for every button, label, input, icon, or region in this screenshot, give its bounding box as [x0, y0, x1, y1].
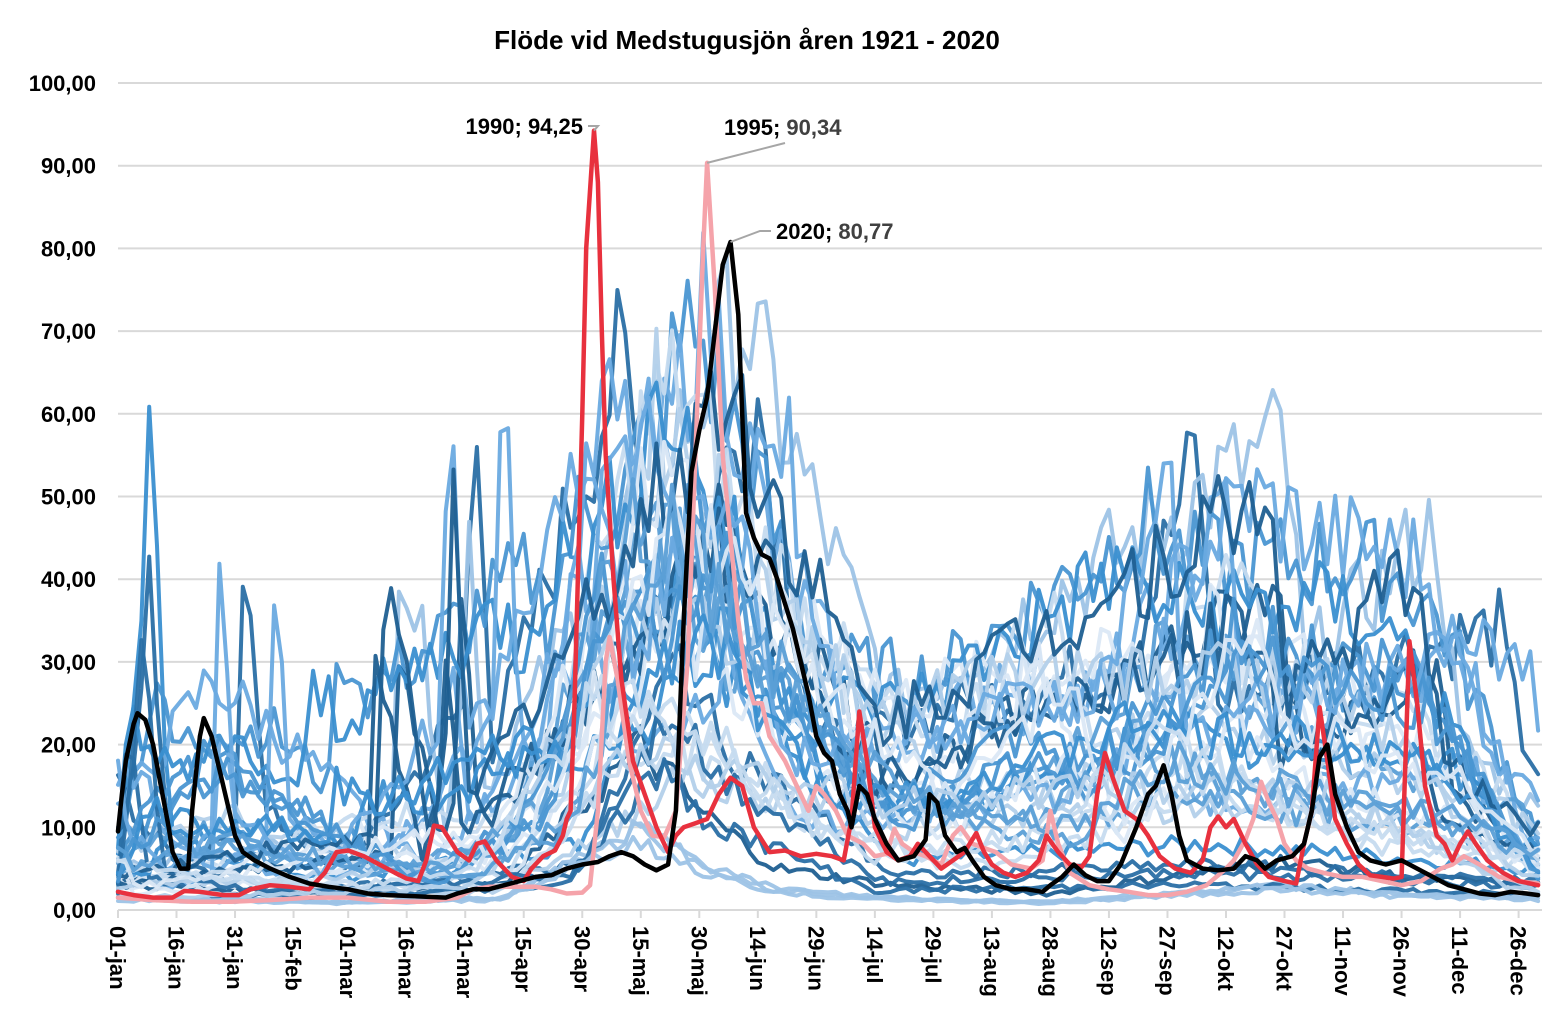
annotation-2020: 2020; 80,77 [776, 219, 893, 244]
x-axis [117, 909, 1542, 918]
y-tick-label: 50,00 [41, 485, 96, 510]
x-tick-label: 15-feb [281, 926, 306, 991]
peak-annotations: 1990; 94,25 1995; 90,34 2020; 80,77 [466, 114, 894, 244]
x-tick-label: 27-sep [1155, 926, 1180, 996]
x-tick-label: 30-maj [686, 926, 711, 996]
x-tick-label: 28-aug [1037, 926, 1062, 997]
y-tick-label: 0,00 [53, 898, 96, 923]
background-series-group [116, 230, 1541, 907]
x-tick-label: 14-jul [862, 926, 887, 983]
x-axis-tick-labels: 01-jan 16-jan 31-jan 15-feb 01-mar 16-mar 31-m… [105, 926, 1531, 999]
x-tick-label: 31-jan [222, 926, 247, 990]
annotation-1990: 1990; 94,25 [466, 114, 583, 139]
annotation-1995: 1995; 90,34 [724, 115, 842, 140]
annotation-value: 90,34 [786, 115, 842, 140]
y-tick-label: 80,00 [41, 236, 96, 261]
x-tick-label: 30-apr [569, 926, 594, 992]
background-series-line [116, 673, 1541, 890]
y-tick-label: 100,00 [29, 71, 96, 96]
x-tick-label: 16-mar [394, 926, 419, 999]
background-series-line [116, 482, 1541, 879]
background-series-line [116, 524, 1541, 886]
x-tick-label: 01-mar [335, 926, 360, 999]
x-tick-label: 13-aug [979, 926, 1004, 997]
x-tick-label: 01-jan [105, 926, 130, 990]
x-tick-label: 15-maj [628, 926, 653, 996]
y-tick-label: 70,00 [41, 319, 96, 344]
highlight-series-group [115, 128, 1541, 904]
x-tick-label: 31-mar [452, 926, 477, 999]
x-tick-label: 26-dec [1506, 926, 1531, 996]
y-tick-label: 60,00 [41, 402, 96, 427]
annotation-value: 94,25 [528, 114, 583, 139]
annotation-leader-line [588, 125, 601, 132]
x-tick-label: 29-jun [803, 926, 828, 991]
x-tick-label: 11-nov [1330, 926, 1355, 996]
background-series-line [116, 598, 1541, 897]
x-tick-label: 15-apr [511, 926, 536, 992]
x-tick-label: 27-okt [1272, 926, 1297, 991]
x-tick-label: 29-jul [920, 926, 945, 983]
series-line-1990 [115, 128, 1541, 900]
x-tick-label: 16-jan [164, 926, 189, 990]
y-tick-label: 90,00 [41, 154, 96, 179]
x-tick-label: 26-nov [1389, 926, 1414, 998]
gridlines [118, 82, 1542, 829]
y-tick-label: 10,00 [41, 815, 96, 840]
annotation-year: 1990; [466, 114, 528, 139]
x-tick-label: 12-sep [1096, 926, 1121, 996]
series-line-2020 [115, 239, 1541, 900]
chart-title: Flöde vid Medstugusjön åren 1921 - 2020 [494, 25, 1000, 55]
x-tick-label: 12-okt [1213, 926, 1238, 991]
background-series-line [116, 835, 1541, 907]
x-tick-label: 11-dec [1447, 926, 1472, 995]
y-tick-label: 40,00 [41, 567, 96, 592]
annotation-leader-line [730, 230, 771, 243]
annotation-year: 1995; [724, 115, 786, 140]
y-tick-label: 20,00 [41, 733, 96, 758]
series-line-1995 [115, 160, 1541, 904]
annotation-leader-line [706, 142, 786, 164]
annotation-year: 2020; [776, 219, 838, 244]
annotation-value: 80,77 [838, 219, 893, 244]
background-series-line [116, 482, 1541, 885]
x-tick-label: 14-jun [745, 926, 770, 991]
y-tick-label: 30,00 [41, 650, 96, 675]
y-axis-tick-labels: 0,00 10,00 20,00 30,00 40,00 50,00 60,00 70,00 8… [29, 71, 96, 923]
